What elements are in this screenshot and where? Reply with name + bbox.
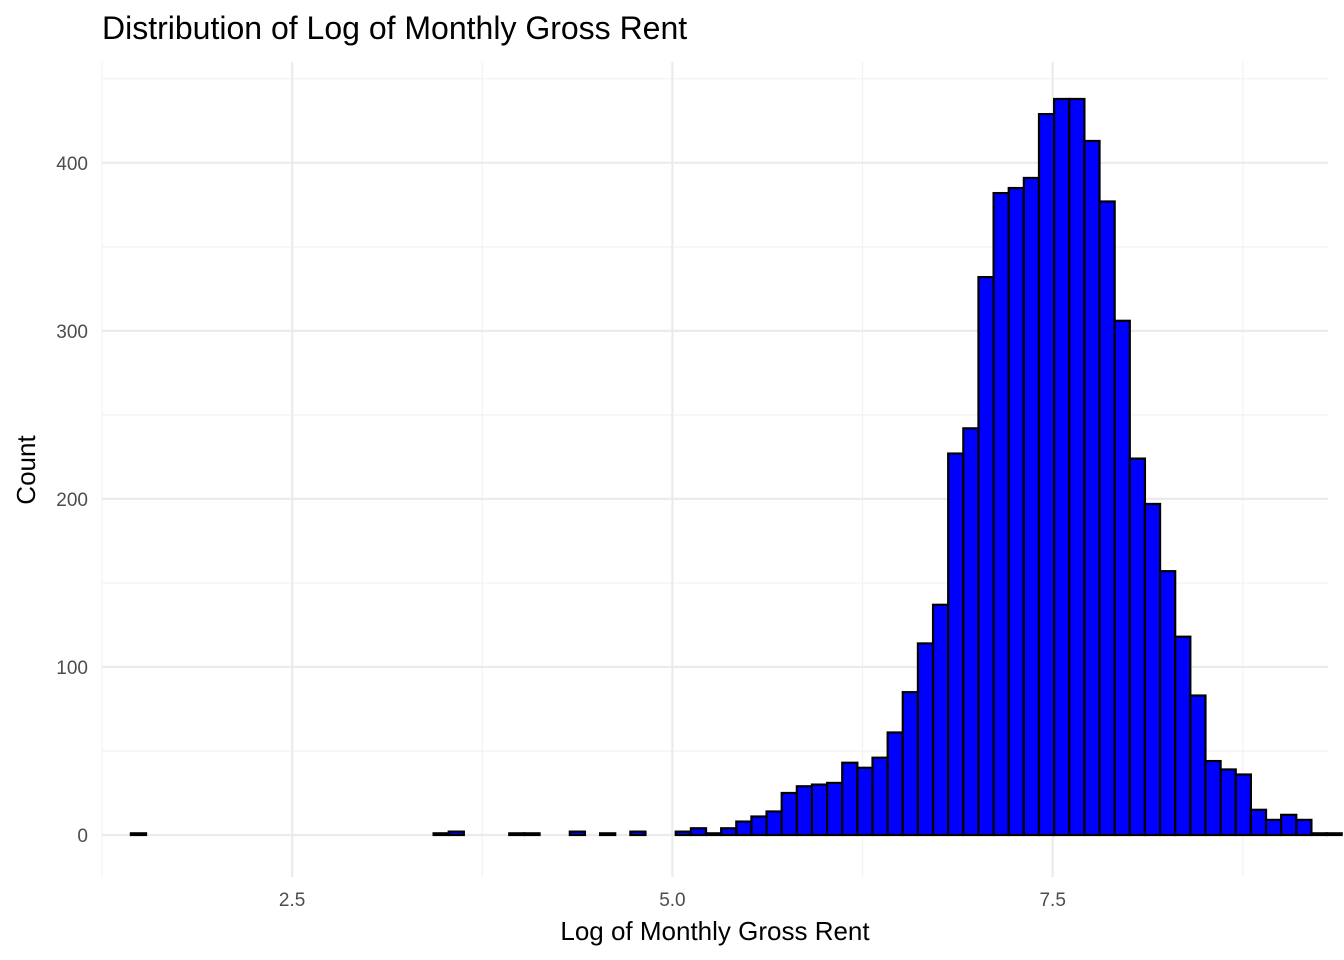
y-tick-label: 0	[77, 826, 88, 847]
histogram-bar	[826, 781, 844, 837]
histogram-bar	[977, 275, 995, 837]
histogram-bar	[704, 832, 723, 837]
histogram-bar	[1189, 694, 1207, 837]
histogram-bar	[841, 761, 859, 837]
histogram-bar	[916, 642, 935, 837]
histogram-bar	[1325, 832, 1343, 837]
y-tick-label: 200	[56, 490, 88, 511]
y-tick-label: 100	[56, 658, 88, 679]
y-tick-label: 300	[56, 322, 88, 343]
histogram-bar	[1113, 319, 1131, 837]
histogram-bar	[1280, 813, 1298, 837]
histogram-bar	[931, 603, 950, 837]
histogram-bar	[1264, 818, 1283, 837]
x-tick-label: 2.5	[279, 890, 305, 911]
y-axis-ticks: 0 100 200 300 400	[56, 154, 88, 847]
y-axis-title: Count	[11, 435, 41, 505]
y-tick-label: 400	[56, 154, 88, 175]
histogram-bar	[720, 827, 738, 837]
histogram-bar	[1007, 186, 1025, 837]
histogram-bar	[1204, 759, 1222, 837]
histogram-bar	[1068, 97, 1086, 837]
histogram-bar	[735, 820, 753, 837]
histogram-bar	[750, 815, 768, 837]
x-axis-ticks: 2.5 5.0 7.5	[279, 890, 1066, 911]
histogram-bar	[568, 830, 587, 837]
histogram-bar	[1128, 457, 1147, 837]
histogram-bar	[129, 832, 148, 837]
histogram-bar	[1158, 570, 1177, 837]
histogram-bar	[1310, 832, 1328, 837]
histogram-bar	[674, 830, 692, 837]
histogram-bar	[810, 783, 829, 837]
histogram-bar	[1022, 176, 1041, 837]
histogram-bar	[629, 830, 647, 837]
histogram-bar	[901, 691, 920, 837]
histogram-bar	[765, 810, 783, 837]
histogram-bar	[780, 791, 798, 837]
histogram-bar	[856, 766, 874, 837]
x-tick-label: 7.5	[1039, 890, 1065, 911]
histogram-bar	[1143, 502, 1162, 837]
histogram-bar	[689, 827, 708, 837]
histogram-bar	[447, 830, 465, 837]
histogram-bar	[1037, 112, 1056, 837]
histogram-bar	[1098, 200, 1116, 837]
histogram-bar	[508, 832, 526, 837]
x-tick-label: 5.0	[659, 890, 685, 911]
histogram-bar	[1219, 768, 1237, 837]
histogram-bar	[598, 832, 617, 837]
histogram-bar	[871, 756, 889, 837]
histogram-bar	[992, 191, 1010, 837]
histogram-bars	[129, 97, 1343, 837]
x-axis-title: Log of Monthly Gross Rent	[560, 916, 870, 946]
chart-title: Distribution of Log of Monthly Gross Ren…	[102, 10, 687, 46]
histogram-bar	[523, 832, 541, 837]
histogram-bar	[1295, 818, 1313, 837]
histogram-bar	[1234, 773, 1252, 837]
histogram-bar	[1053, 97, 1071, 837]
histogram-bar	[432, 832, 450, 837]
histogram-bar	[1249, 808, 1268, 837]
histogram-bar	[962, 427, 980, 837]
histogram-bar	[1174, 635, 1192, 837]
histogram-bar	[886, 731, 904, 837]
histogram-bar	[795, 785, 814, 837]
histogram-bar	[947, 452, 965, 837]
histogram-bar	[1083, 139, 1101, 837]
